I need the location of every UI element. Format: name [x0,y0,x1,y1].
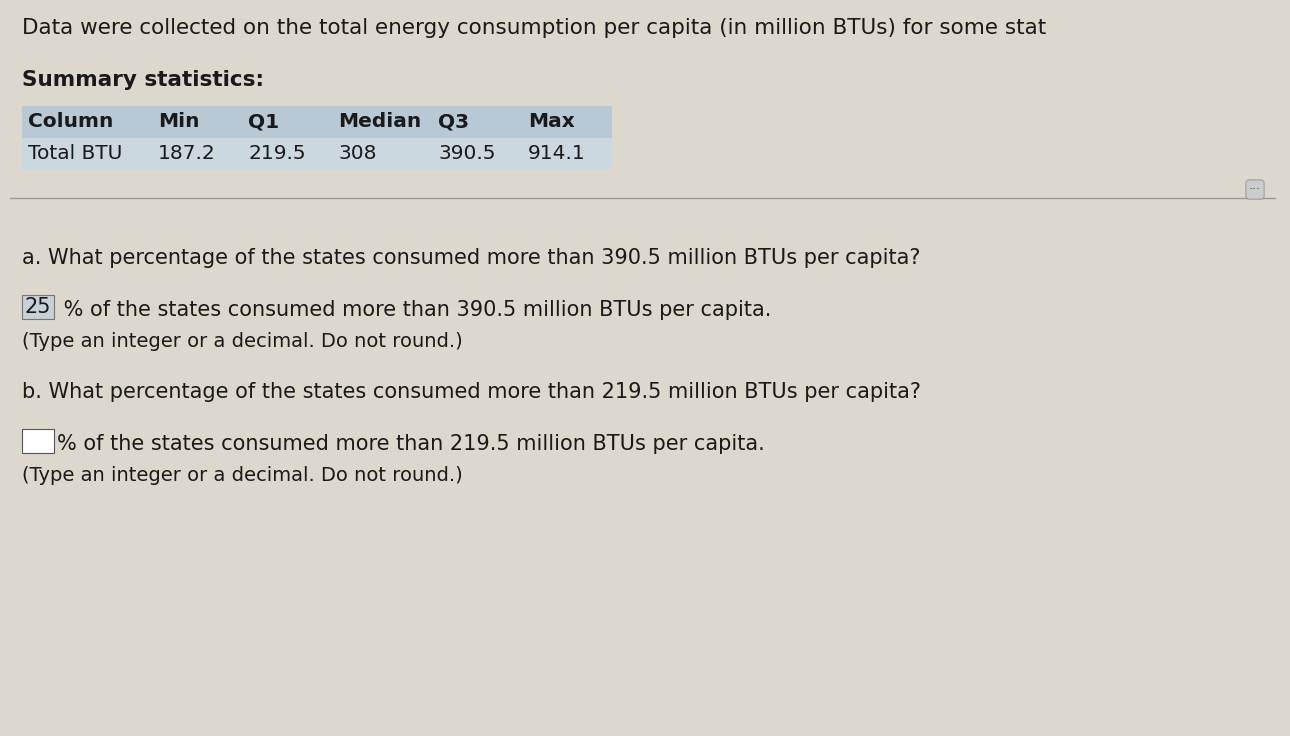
Text: b. What percentage of the states consumed more than 219.5 million BTUs per capit: b. What percentage of the states consume… [22,382,921,402]
Text: % of the states consumed more than 390.5 million BTUs per capita.: % of the states consumed more than 390.5… [57,300,771,320]
Text: 390.5: 390.5 [439,144,495,163]
Text: % of the states consumed more than 219.5 million BTUs per capita.: % of the states consumed more than 219.5… [57,434,765,454]
Text: Max: Max [528,112,575,131]
Text: 187.2: 187.2 [157,144,215,163]
Text: (Type an integer or a decimal. Do not round.): (Type an integer or a decimal. Do not ro… [22,332,463,351]
Text: 308: 308 [338,144,377,163]
Bar [22,138,611,170]
Text: Total BTU: Total BTU [28,144,123,163]
Text: 25: 25 [25,297,52,317]
Text: Column: Column [28,112,114,131]
Text: a. What percentage of the states consumed more than 390.5 million BTUs per capit: a. What percentage of the states consume… [22,248,921,268]
Text: 914.1: 914.1 [528,144,586,163]
Text: Median: Median [338,112,422,131]
Text: Min: Min [157,112,200,131]
Text: ···: ··· [1249,183,1262,196]
Text: Q1: Q1 [248,112,279,131]
Text: (Type an integer or a decimal. Do not round.): (Type an integer or a decimal. Do not ro… [22,466,463,485]
Bar [22,295,54,319]
Bar [22,429,54,453]
Text: Q3: Q3 [439,112,470,131]
Text: Data were collected on the total energy consumption per capita (in million BTUs): Data were collected on the total energy … [22,18,1046,38]
Text: Summary statistics:: Summary statistics: [22,70,264,90]
Text: 219.5: 219.5 [248,144,306,163]
Bar [22,106,611,138]
